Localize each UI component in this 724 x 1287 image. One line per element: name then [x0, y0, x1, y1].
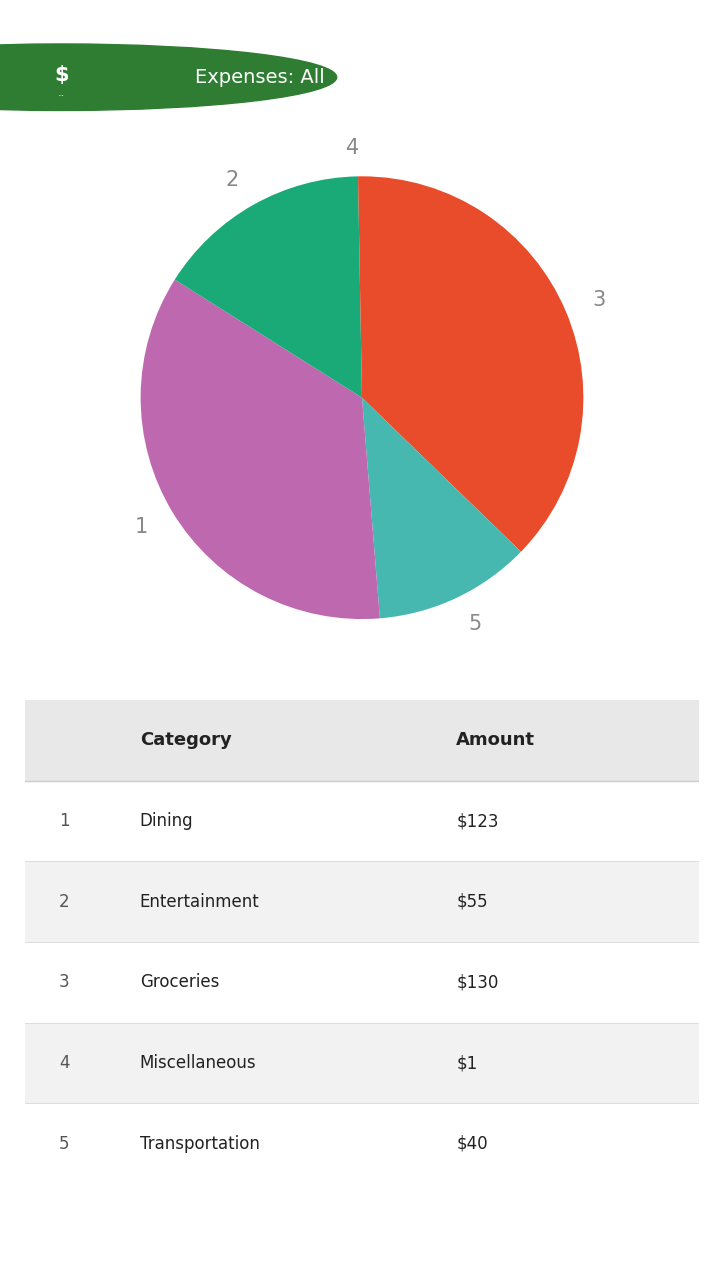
Text: ▲: ▲ [623, 13, 629, 21]
Text: 4G: 4G [579, 12, 594, 22]
Text: 4: 4 [347, 138, 360, 157]
Text: 5: 5 [469, 614, 482, 634]
Text: 3: 3 [59, 973, 70, 991]
Text: ●: ● [350, 1221, 374, 1250]
Text: 1: 1 [135, 517, 148, 537]
Text: Category: Category [140, 731, 232, 749]
Circle shape [0, 44, 337, 111]
Bar [25, 700, 699, 781]
Text: $: $ [54, 66, 69, 85]
Text: ⚡: ⚡ [652, 12, 658, 22]
Text: 2: 2 [226, 170, 239, 189]
Text: 1: 1 [59, 812, 70, 830]
Text: ··: ·· [58, 91, 65, 102]
Text: Expenses: All: Expenses: All [195, 68, 325, 86]
Text: $123: $123 [456, 812, 499, 830]
Text: ▪: ▪ [22, 12, 29, 22]
Text: $40: $40 [456, 1135, 488, 1153]
Text: ◄: ◄ [134, 1221, 156, 1250]
Wedge shape [362, 398, 521, 618]
Bar [25, 1023, 699, 1103]
Wedge shape [358, 176, 362, 398]
Text: 12:04: 12:04 [667, 12, 702, 22]
Wedge shape [174, 176, 362, 398]
FancyBboxPatch shape [25, 700, 699, 1184]
Text: 3: 3 [592, 290, 605, 310]
Text: ▼: ▼ [371, 71, 382, 84]
Wedge shape [140, 279, 380, 619]
Text: 2: 2 [59, 893, 70, 911]
Text: Dining: Dining [140, 812, 193, 830]
Bar [25, 861, 699, 942]
Text: Miscellaneous: Miscellaneous [140, 1054, 256, 1072]
Text: ■: ■ [566, 1221, 592, 1250]
Bar [25, 942, 699, 1023]
Text: $130: $130 [456, 973, 499, 991]
Text: 4: 4 [59, 1054, 70, 1072]
Text: Groceries: Groceries [140, 973, 219, 991]
Text: $1: $1 [456, 1054, 478, 1072]
Text: $55: $55 [456, 893, 488, 911]
Text: Amount: Amount [456, 731, 535, 749]
Text: 5: 5 [59, 1135, 70, 1153]
Wedge shape [362, 176, 584, 552]
Text: Transportation: Transportation [140, 1135, 260, 1153]
Bar [25, 1103, 699, 1184]
Text: ⋮: ⋮ [677, 66, 702, 89]
Bar [25, 781, 699, 861]
Text: Entertainment: Entertainment [140, 893, 260, 911]
